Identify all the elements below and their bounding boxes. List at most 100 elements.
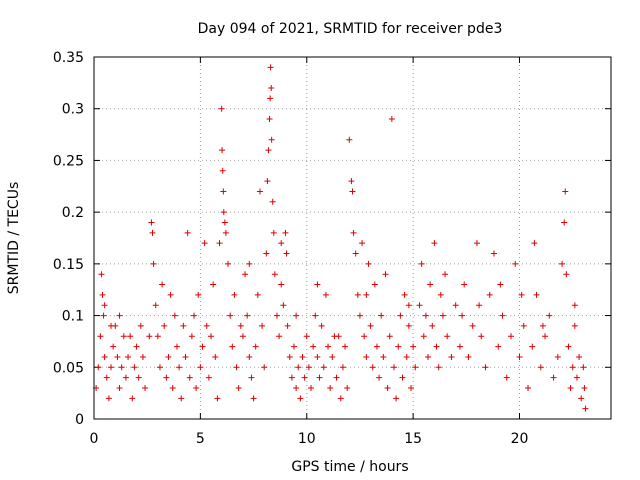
data-point [244,312,251,319]
data-point [205,374,212,381]
data-point [327,384,334,391]
data-point [363,353,370,360]
data-point [203,322,210,329]
data-point [110,343,117,350]
data-point [399,374,406,381]
data-point [512,260,519,267]
y-axis-label: SRMTID / TECUs [6,182,22,295]
data-point [250,395,257,402]
data-point [133,343,140,350]
data-point [180,322,187,329]
data-point [486,291,493,298]
data-point [239,333,246,340]
data-point [537,364,544,371]
data-point [339,364,346,371]
data-point [448,353,455,360]
data-point [235,384,242,391]
data-point [310,343,317,350]
data-point [219,147,226,154]
data-point [361,333,368,340]
y-tick-label: 0 [75,412,84,428]
data-point [342,343,349,350]
data-point [499,312,506,319]
data-point [384,384,391,391]
data-point [320,364,327,371]
data-point [433,343,440,350]
data-point [442,271,449,278]
data-point [495,343,502,350]
data-point [571,302,578,309]
data-point [122,374,129,381]
data-point [346,136,353,143]
data-point [105,395,112,402]
data-point [416,302,423,309]
x-tick-label: 15 [404,431,422,447]
data-point [220,188,227,195]
x-axis-label: GPS time / hours [291,459,408,475]
data-point [286,353,293,360]
data-point [137,322,144,329]
data-point [390,364,397,371]
data-point [373,343,380,350]
data-point [412,364,419,371]
data-point [129,395,136,402]
data-point [473,240,480,247]
data-point [295,364,302,371]
data-point [246,260,253,267]
data-point [518,291,525,298]
data-point [348,178,355,185]
data-point [135,374,142,381]
data-point [335,333,342,340]
data-point [571,322,578,329]
data-point [178,395,185,402]
data-point [393,395,400,402]
data-point [388,116,395,123]
data-point [337,395,344,402]
data-point [99,291,106,298]
data-point [270,229,277,236]
data-point [497,281,504,288]
y-tick-label: 0.05 [53,360,84,376]
data-point [314,281,321,288]
data-point [581,384,588,391]
data-point [216,240,223,247]
data-point [227,312,234,319]
data-point [231,291,238,298]
data-point [264,178,271,185]
data-point [248,374,255,381]
data-point [529,343,536,350]
data-point [554,353,561,360]
data-point [100,312,107,319]
data-point [546,312,553,319]
data-point [263,250,270,257]
data-point [254,291,261,298]
data-point [580,364,587,371]
data-point [148,219,155,226]
data-point [573,374,580,381]
data-point [149,229,156,236]
data-point [152,302,159,309]
data-point [561,219,568,226]
data-point [221,219,228,226]
data-point [565,343,572,350]
data-point [97,333,104,340]
data-point [318,322,325,329]
data-point [195,291,202,298]
data-point [349,188,356,195]
data-point [120,333,127,340]
data-point [293,312,300,319]
data-point [210,281,217,288]
data-point [268,85,275,92]
data-point [267,64,274,71]
data-point [273,312,280,319]
data-point [410,343,417,350]
data-point [308,384,315,391]
data-point [288,374,295,381]
data-point [469,322,476,329]
data-point [344,384,351,391]
data-point [365,260,372,267]
data-point [363,291,370,298]
data-point [154,333,161,340]
data-point [267,95,274,102]
